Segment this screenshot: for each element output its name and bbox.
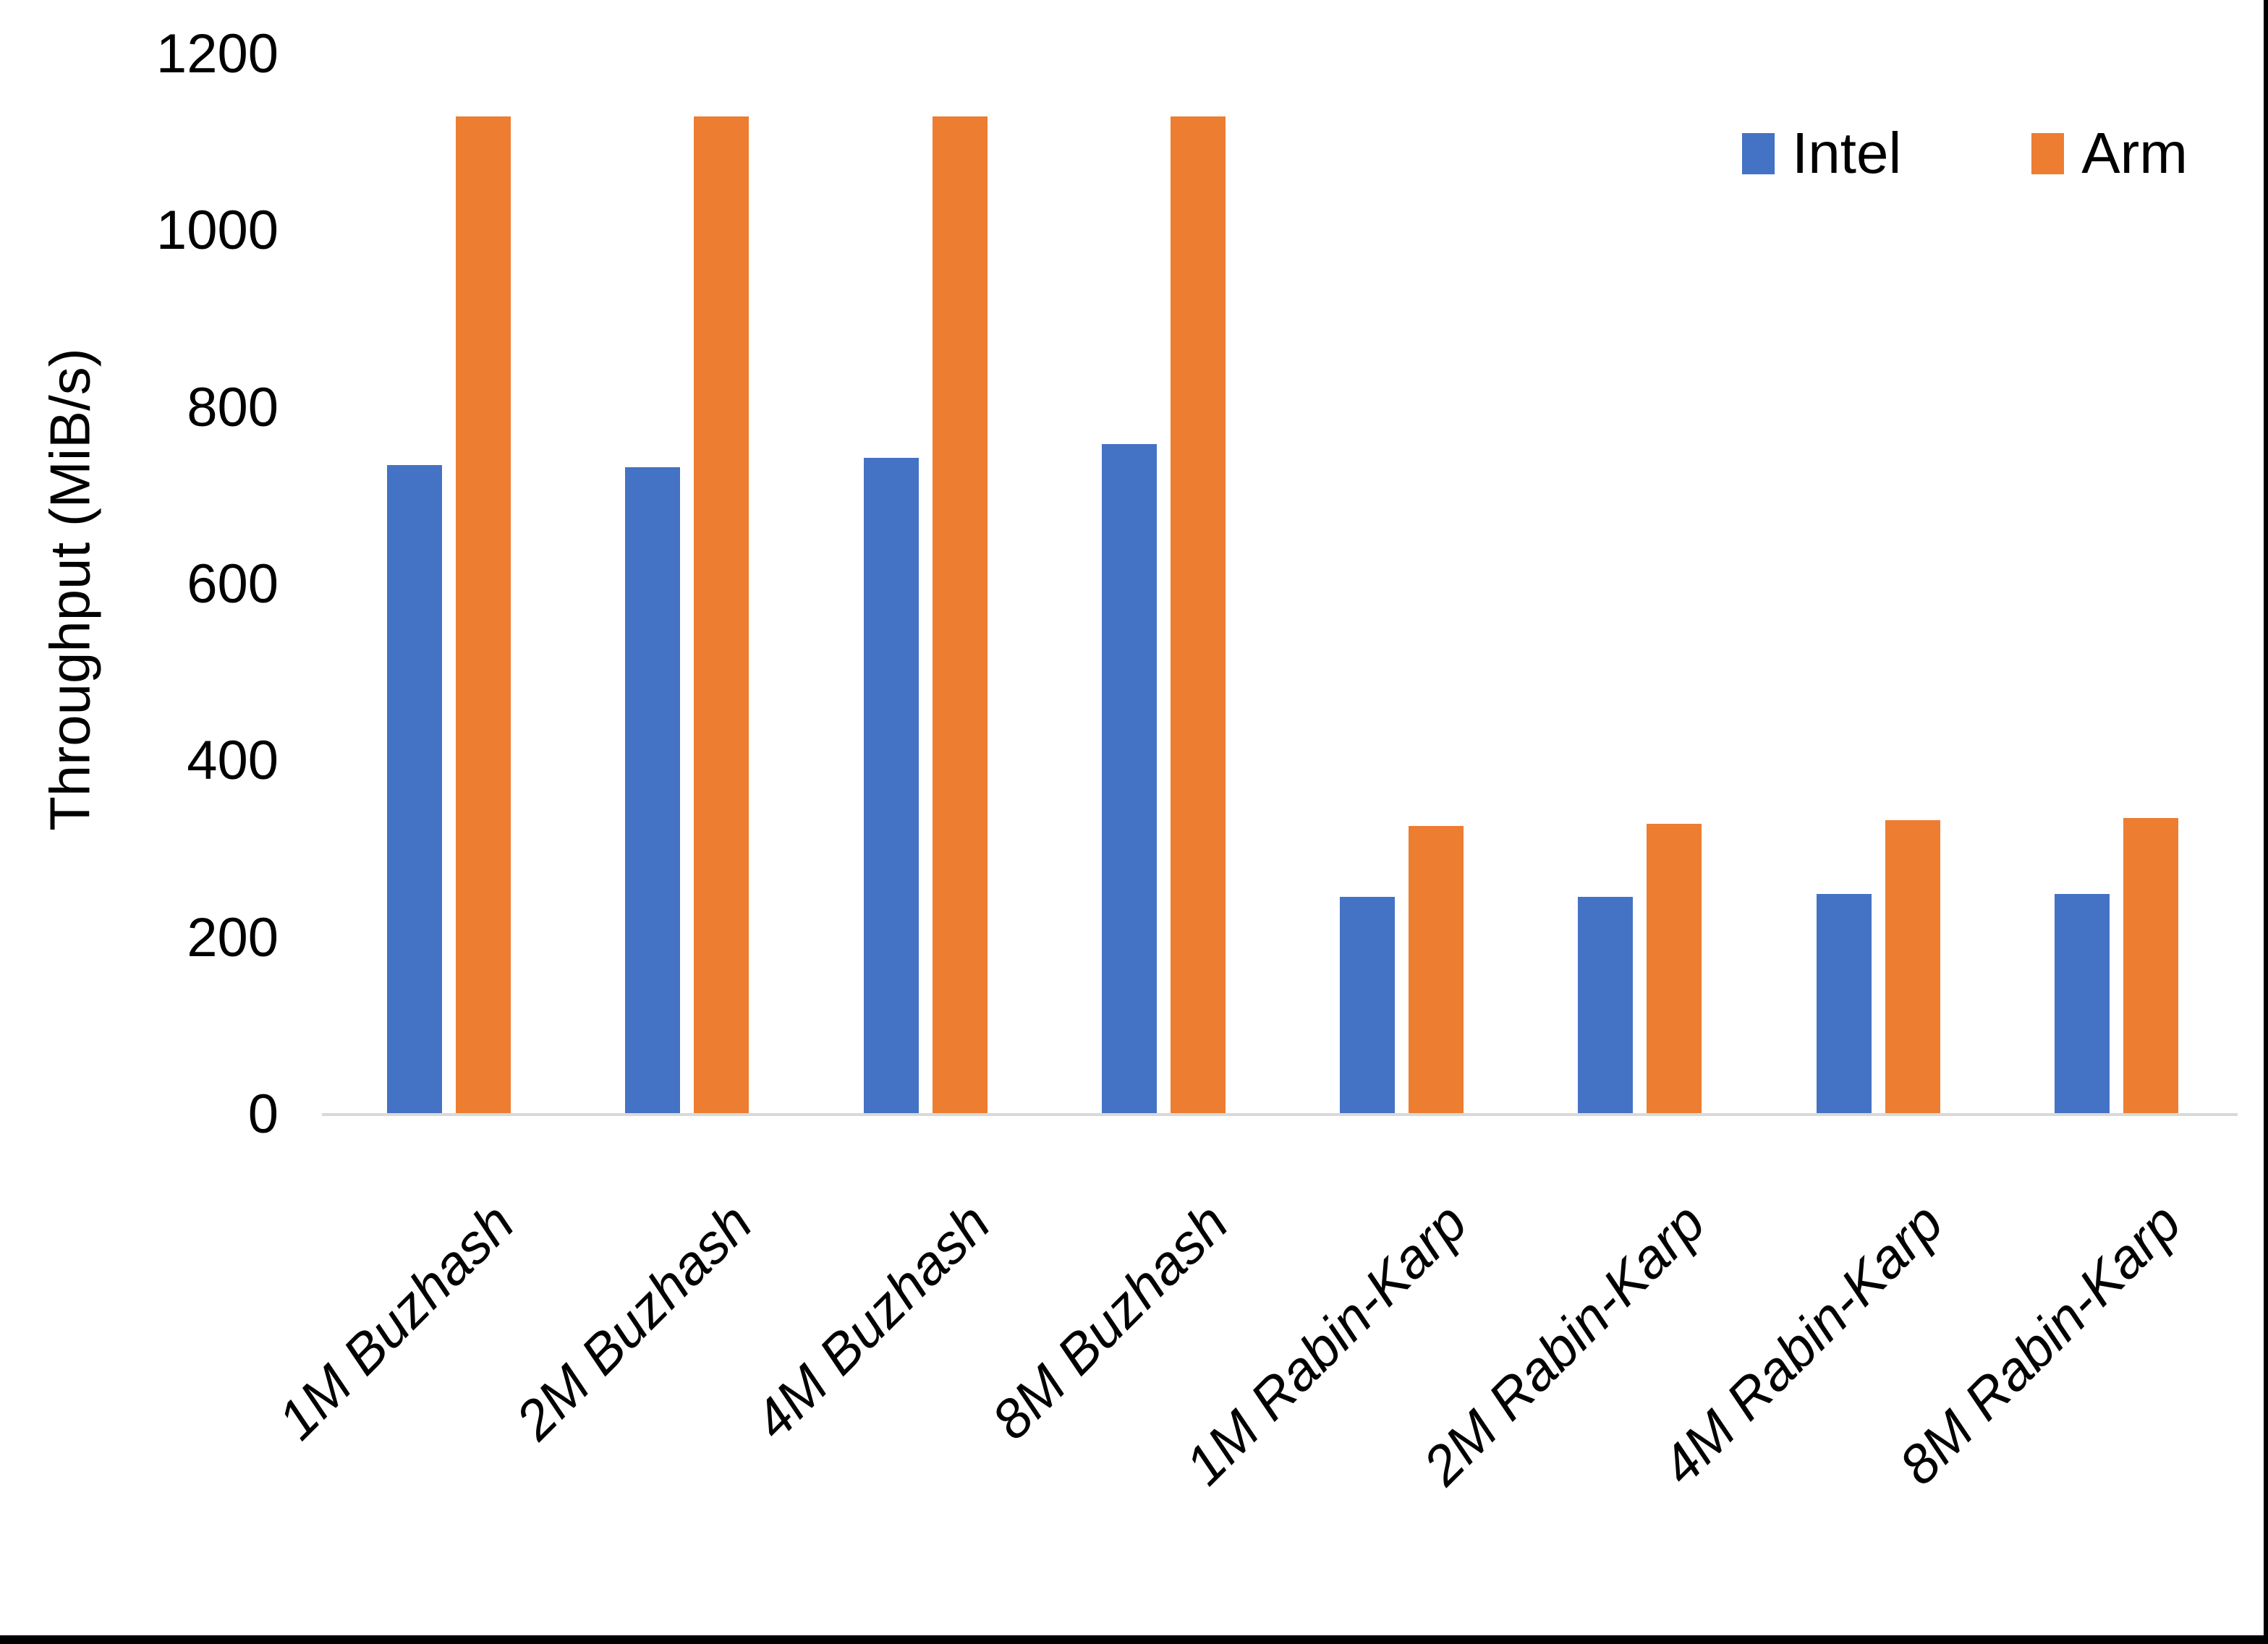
bar-arm-1m-buzhash [456,116,511,1115]
y-tick-label: 1200 [156,23,279,85]
y-tick-label: 800 [187,376,279,438]
x-category-label: 1M Buzhash [266,1191,526,1452]
legend-item-intel: Intel [1742,124,1901,182]
y-tick-label: 600 [187,553,279,615]
legend-swatch-arm [2031,132,2065,174]
bar-intel-4m-rabin-karp [1817,894,1872,1115]
x-axis-line [322,1113,2238,1116]
bar-arm-1m-rabin-karp [1409,826,1464,1115]
bar-intel-8m-buzhash [1102,444,1157,1115]
bar-intel-1m-rabin-karp [1340,897,1395,1115]
bar-intel-1m-buzhash [387,465,442,1115]
y-tick-label: 1000 [156,200,279,262]
bar-intel-8m-rabin-karp [2055,894,2110,1115]
right-border [2264,0,2268,1644]
legend: Intel Arm [1742,124,2188,182]
bar-arm-2m-rabin-karp [1647,824,1702,1115]
y-tick-label: 200 [187,906,279,968]
y-tick-label: 0 [247,1083,279,1145]
y-tick-label: 400 [187,730,279,792]
bar-arm-4m-buzhash [933,116,988,1115]
bar-intel-2m-buzhash [625,467,680,1115]
legend-label-arm: Arm [2081,121,2188,185]
legend-swatch-intel [1742,132,1775,174]
bar-arm-8m-rabin-karp [2123,818,2178,1115]
legend-item-arm: Arm [2031,124,2188,182]
bar-arm-8m-buzhash [1171,116,1226,1115]
bar-intel-4m-buzhash [864,458,919,1115]
bottom-border [0,1635,2268,1644]
bar-intel-2m-rabin-karp [1578,897,1633,1115]
bar-arm-2m-buzhash [694,116,749,1115]
legend-label-intel: Intel [1792,121,1902,185]
bar-arm-4m-rabin-karp [1885,820,1940,1115]
